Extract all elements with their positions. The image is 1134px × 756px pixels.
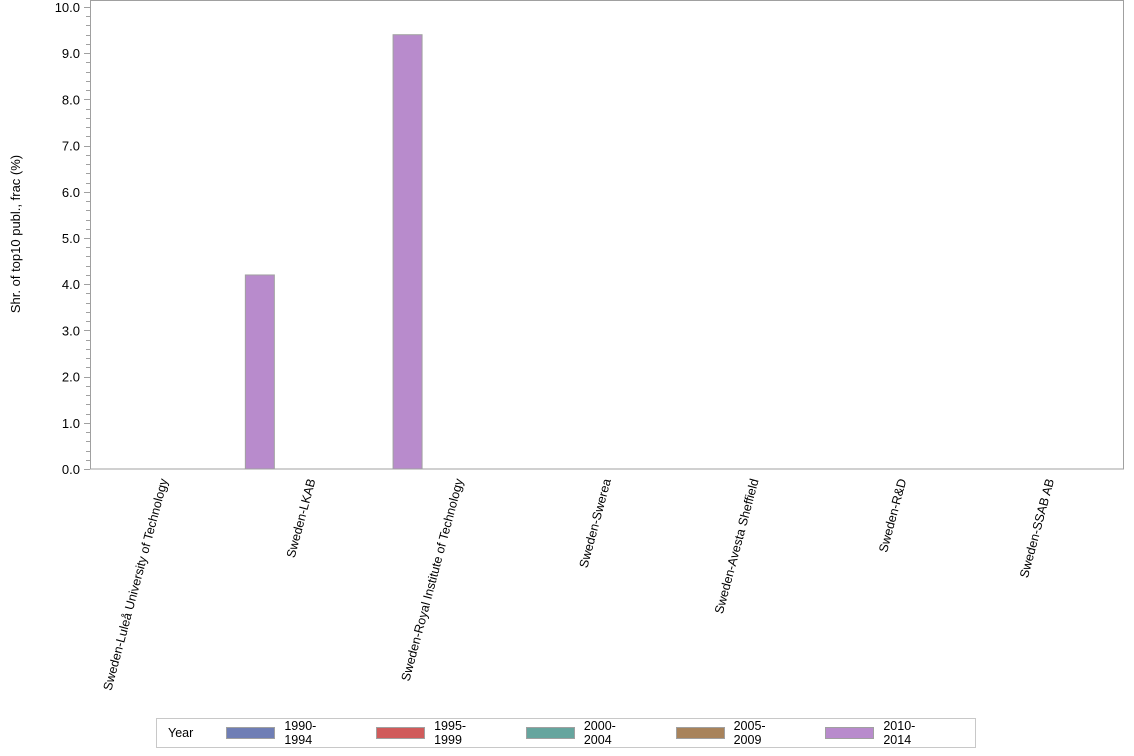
legend: Year 1990-1994 1995-1999 2000-2004 2005-200…	[156, 718, 976, 748]
legend-label: 2010-2014	[883, 719, 916, 747]
bar	[392, 34, 423, 470]
legend-swatch	[226, 727, 276, 739]
y-tick-label: 1.0	[62, 416, 80, 431]
legend-swatch	[525, 727, 575, 739]
y-tick-label: 0.0	[62, 462, 80, 477]
x-category-label: Sweden-LKAB	[284, 477, 319, 559]
legend-swatch	[825, 727, 875, 739]
y-tick-label: 7.0	[62, 139, 80, 154]
y-tick-label: 4.0	[62, 277, 80, 292]
legend-item: 2000-2004	[525, 719, 643, 747]
x-category-label: Sweden-SSAB AB	[1017, 477, 1057, 579]
x-category-label: Sweden-Royal Institute of Technology	[399, 476, 467, 682]
legend-label: 2000-2004	[583, 719, 616, 747]
y-tick-label: 2.0	[62, 370, 80, 385]
legend-swatch	[376, 727, 426, 739]
x-category-label: Sweden-Swerea	[577, 477, 614, 569]
x-category-label: Sweden-Luleå University of Technology	[101, 476, 171, 692]
legend-label: 2005-2009	[733, 719, 766, 747]
legend-label: 1990-1994	[284, 719, 317, 747]
legend-label: 1995-1999	[434, 719, 467, 747]
x-category-label: Sweden-R&D	[876, 477, 909, 554]
x-category-label: Sweden-Avesta Sheffield	[712, 477, 762, 615]
y-tick-label: 9.0	[62, 46, 80, 61]
legend-item: 2005-2009	[675, 719, 793, 747]
y-tick-label: 6.0	[62, 185, 80, 200]
bars	[244, 34, 423, 470]
bar-chart: 0.0 1.0 2.0 3.0 4.0 5.0 6.0 7.0 8.0 9.0 10.0 Swede…	[8, 0, 1124, 692]
legend-item: 2010-2014	[825, 719, 942, 747]
legend-item: 1995-1999	[376, 719, 493, 747]
x-axis-labels: Sweden-Luleå University of Technology Swe…	[101, 476, 1057, 692]
legend-item: 1990-1994	[226, 719, 343, 747]
y-tick-label: 5.0	[62, 231, 80, 246]
y-tick-label: 10.0	[55, 0, 80, 15]
y-axis-title: Shr. of top10 publ., frac (%)	[8, 155, 23, 313]
y-tick-label: 3.0	[62, 323, 80, 338]
bar	[244, 274, 275, 470]
y-tick-label: 8.0	[62, 92, 80, 107]
legend-swatch	[675, 727, 725, 739]
y-axis: 0.0 1.0 2.0 3.0 4.0 5.0 6.0 7.0 8.0 9.0 10.0	[55, 0, 90, 477]
legend-title: Year	[168, 726, 194, 740]
